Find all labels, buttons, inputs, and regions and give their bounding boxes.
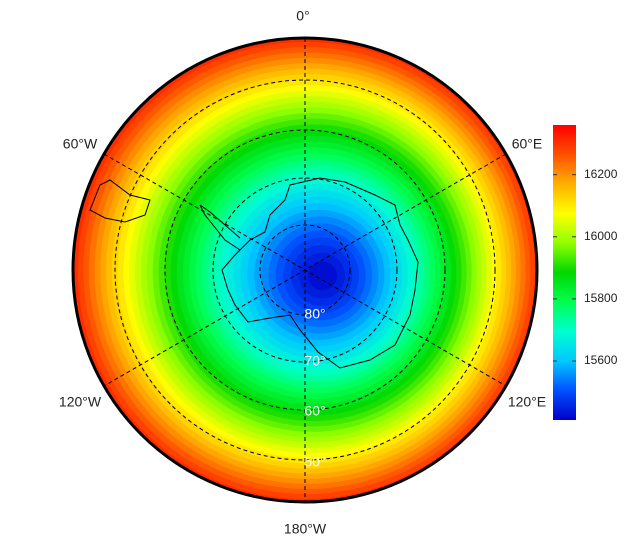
lat-label: 50° xyxy=(304,454,325,470)
colorbar xyxy=(553,125,576,420)
graticule xyxy=(103,38,507,502)
lon-label: 120°W xyxy=(59,394,102,410)
lon-label: 0° xyxy=(296,8,309,24)
colorbar-tick-label: 16000 xyxy=(584,229,618,243)
map-border xyxy=(71,36,539,504)
lat-label: 70° xyxy=(304,353,325,369)
lon-label: 60°E xyxy=(512,136,543,152)
lon-label: 120°E xyxy=(508,394,546,410)
colorbar-tick-label: 15600 xyxy=(584,353,618,367)
colorbar-tick-label: 15800 xyxy=(584,291,618,305)
lat-label: 60° xyxy=(304,403,325,419)
colorbar-tick-label: 16200 xyxy=(584,167,618,181)
lon-label: 60°W xyxy=(63,136,98,152)
lon-label: 180°W xyxy=(284,521,327,537)
lat-label: 80° xyxy=(304,306,325,322)
coastline xyxy=(89,177,419,369)
contour-band xyxy=(308,261,337,291)
